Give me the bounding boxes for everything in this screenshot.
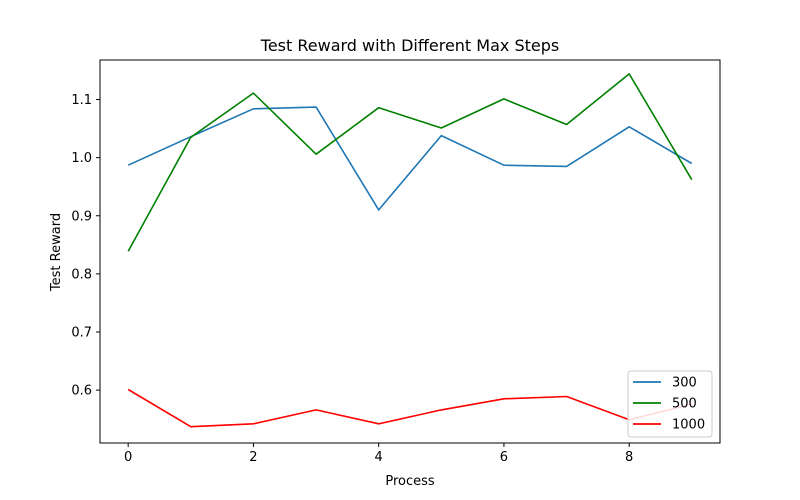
y-tick-label: 1.0 (71, 151, 92, 166)
x-tick-label: 0 (124, 450, 132, 465)
series-line-500 (127, 73, 693, 252)
y-tick-label: 1.1 (71, 93, 92, 108)
legend-label: 1000 (672, 418, 705, 433)
y-tick-label: 0.9 (71, 209, 92, 224)
x-tick-label: 6 (500, 450, 508, 465)
x-tick-label: 2 (249, 450, 257, 465)
series-line-300 (127, 106, 693, 211)
x-axis-ticks: 0 2 4 6 8 (124, 443, 633, 465)
y-tick-label: 0.8 (71, 267, 92, 282)
y-tick-label: 0.6 (71, 384, 92, 399)
plot-area-frame (99, 59, 721, 444)
chart-title: Test Reward with Different Max Steps (260, 36, 559, 55)
y-tick-label: 0.7 (71, 325, 92, 340)
x-axis-label: Process (385, 474, 435, 489)
legend-label: 500 (672, 397, 697, 412)
series-line-1000 (127, 388, 692, 428)
legend-box (627, 370, 713, 438)
y-axis-ticks: 0.6 0.7 0.8 0.9 1.0 1.1 (71, 93, 100, 399)
y-axis-label: Test Reward (49, 213, 64, 292)
x-tick-label: 4 (375, 450, 383, 465)
series-lines (127, 73, 693, 428)
x-tick-label: 8 (625, 450, 633, 465)
legend: 300 500 1000 (627, 370, 713, 438)
legend-label: 300 (672, 376, 697, 391)
